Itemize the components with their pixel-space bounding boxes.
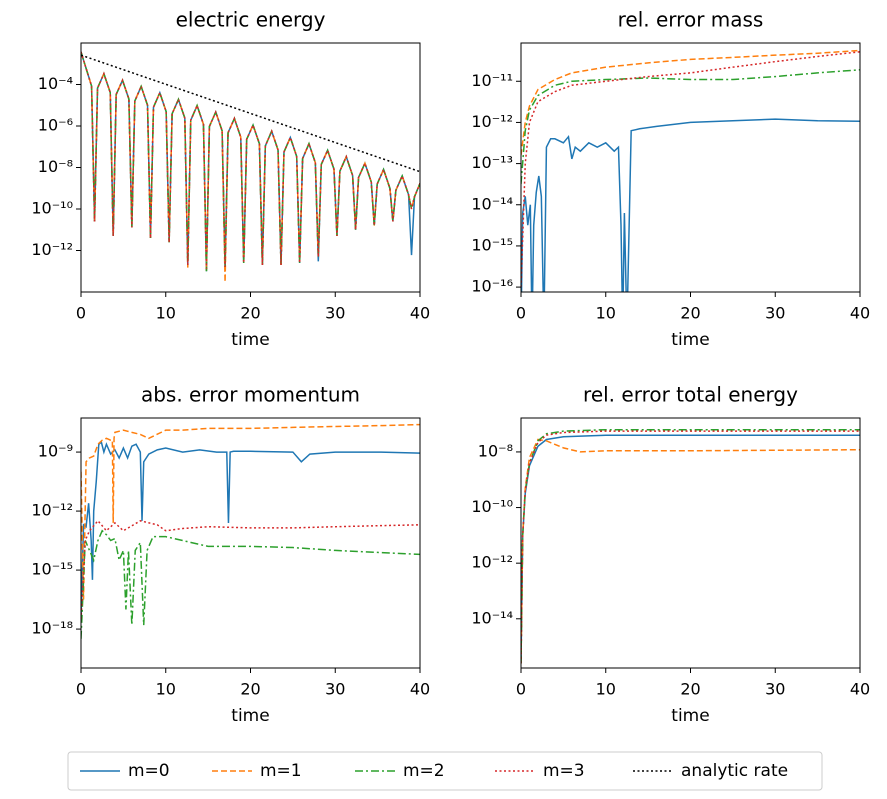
axes-frame <box>80 42 421 293</box>
legend-label: m=3 <box>543 761 585 781</box>
series-line <box>81 51 420 272</box>
y-tick-label: 10⁻⁹ <box>38 442 73 461</box>
y-tick-label: 10⁻¹⁰ <box>31 199 73 218</box>
x-axis-label: time <box>671 706 709 726</box>
y-tick-label: 10⁻¹⁸ <box>31 619 73 638</box>
subplot: rel. error total energy time 0 10 20 30 40 10⁻⁸… <box>471 383 870 727</box>
subplot: rel. error mass time 0 10 20 30 40 10⁻¹¹ 10⁻¹² 10… <box>471 8 870 351</box>
series-line <box>81 519 420 620</box>
series-line <box>81 51 420 269</box>
series-line <box>81 529 420 639</box>
x-axis-label: time <box>231 706 269 726</box>
subplot-title: electric energy <box>176 8 326 32</box>
y-tick-label: 10⁻¹⁵ <box>471 235 513 254</box>
y-tick-label: 10⁻¹¹ <box>471 71 513 90</box>
x-tick-label: 20 <box>240 680 260 699</box>
x-tick-label: 40 <box>850 680 870 699</box>
x-tick-label: 40 <box>410 680 430 699</box>
y-tick-label: 10⁻¹² <box>471 553 513 572</box>
axes-frame <box>80 417 421 669</box>
series-line <box>81 54 420 173</box>
x-tick-label: 30 <box>325 680 345 699</box>
y-tick-label: 10⁻¹⁴ <box>471 194 513 213</box>
series-line <box>521 428 860 664</box>
axes-frame <box>520 417 861 669</box>
x-tick-label: 10 <box>596 680 616 699</box>
x-tick-label: 20 <box>680 304 700 323</box>
x-tick-label: 10 <box>596 304 616 323</box>
x-tick-label: 0 <box>76 680 86 699</box>
legend: m=0 m=1 m=2 m=3 analytic rate <box>67 751 823 791</box>
subplot-title: rel. error mass <box>618 8 764 32</box>
legend-label: analytic rate <box>681 761 788 781</box>
legend-label: m=0 <box>128 761 170 781</box>
x-tick-label: 20 <box>680 680 700 699</box>
series-line <box>81 440 420 620</box>
x-tick-label: 10 <box>156 680 176 699</box>
x-tick-label: 0 <box>516 304 526 323</box>
series-line <box>521 434 860 664</box>
x-tick-label: 0 <box>76 304 86 323</box>
x-tick-label: 30 <box>325 304 345 323</box>
y-tick-label: 10⁻¹⁴ <box>471 608 513 627</box>
series-line <box>521 438 860 664</box>
subplot: abs. error momentum time 0 10 20 30 40 10⁻⁹ 10⁻¹… <box>31 383 430 727</box>
y-tick-label: 10⁻⁸ <box>38 157 73 176</box>
series-line <box>81 423 420 600</box>
plot-area <box>521 49 860 292</box>
series-line <box>81 51 420 272</box>
legend-box <box>67 751 823 791</box>
subplot-title: abs. error momentum <box>141 383 360 407</box>
axes-frame <box>520 42 861 293</box>
series-line <box>521 51 860 288</box>
x-tick-label: 10 <box>156 304 176 323</box>
series-line <box>521 69 860 185</box>
x-tick-label: 20 <box>240 304 260 323</box>
series-line <box>81 51 420 283</box>
y-tick-label: 10⁻¹⁵ <box>31 560 73 579</box>
x-axis-label: time <box>671 330 709 350</box>
y-tick-label: 10⁻¹⁶ <box>471 277 513 296</box>
y-tick-label: 10⁻⁸ <box>478 441 513 460</box>
y-tick-label: 10⁻¹³ <box>471 153 513 172</box>
x-tick-label: 40 <box>850 304 870 323</box>
legend-label: m=2 <box>403 761 445 781</box>
plot-area <box>81 423 420 639</box>
y-tick-label: 10⁻⁶ <box>38 116 73 135</box>
series-line <box>521 49 860 156</box>
x-tick-label: 0 <box>516 680 526 699</box>
plot-area <box>521 428 860 664</box>
y-tick-label: 10⁻¹² <box>31 240 73 259</box>
subplot: electric energy time 0 10 20 30 40 10⁻⁴ 10⁻⁶ 10⁻⁸… <box>31 8 430 351</box>
x-tick-label: 40 <box>410 304 430 323</box>
series-line <box>521 118 860 292</box>
x-axis-label: time <box>231 330 269 350</box>
x-tick-label: 30 <box>765 680 785 699</box>
x-tick-label: 30 <box>765 304 785 323</box>
y-tick-label: 10⁻¹⁰ <box>471 497 513 516</box>
y-tick-label: 10⁻⁴ <box>38 74 73 93</box>
series-line <box>521 430 860 664</box>
y-tick-label: 10⁻¹² <box>31 501 73 520</box>
legend-label: m=1 <box>260 761 302 781</box>
plot-area <box>81 51 420 283</box>
y-tick-label: 10⁻¹² <box>471 112 513 131</box>
subplot-title: rel. error total energy <box>583 383 798 407</box>
